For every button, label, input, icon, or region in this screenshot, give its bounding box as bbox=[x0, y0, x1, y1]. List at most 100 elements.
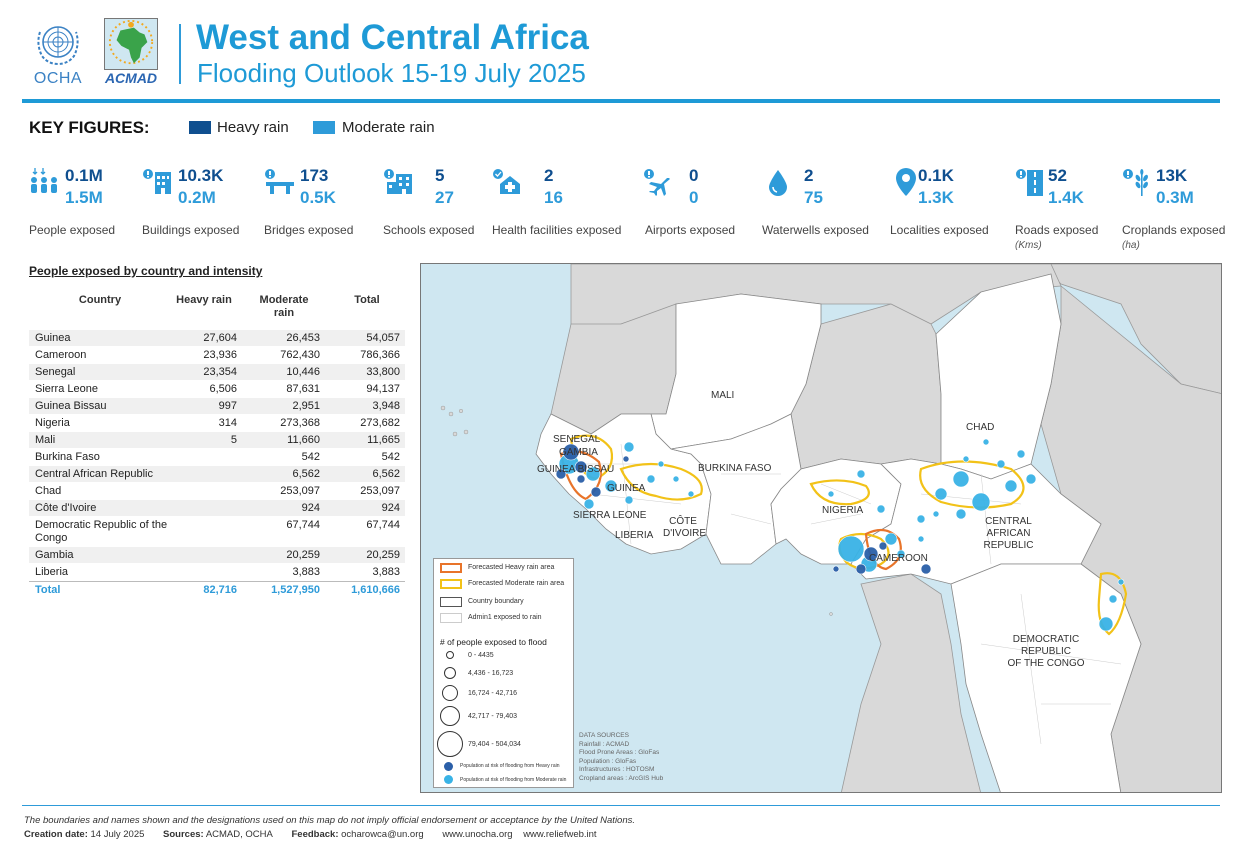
map-label-car-line3: REPUBLIC bbox=[983, 540, 1034, 551]
figure-heavy-value: 10.3K bbox=[178, 166, 224, 185]
cell-country: Mali bbox=[35, 434, 56, 446]
cell-moderate: 26,453 bbox=[286, 332, 320, 344]
col-header-total: Total bbox=[354, 294, 380, 306]
map-label-cameroon: CAMEROON bbox=[869, 553, 928, 564]
figure-label: Bridges exposed bbox=[264, 223, 354, 237]
map-label-cote-divoire: CÔTE D'IVOIRE bbox=[663, 516, 706, 540]
legend-people-head: # of people exposed to flood bbox=[440, 637, 547, 647]
map-label-chad: CHAD bbox=[966, 422, 995, 433]
ocha-logo[interactable]: OCHA bbox=[30, 20, 86, 90]
health-facility-icon bbox=[492, 166, 524, 198]
acmad-logo-text: ACMAD bbox=[104, 70, 158, 86]
cell-moderate: 273,368 bbox=[280, 417, 320, 429]
sources-head: DATA SOURCES bbox=[579, 732, 629, 739]
header-rule bbox=[22, 99, 1220, 103]
cell-total: 253,097 bbox=[360, 485, 400, 497]
school-icon bbox=[383, 166, 415, 198]
figure-heavy-value: 173 bbox=[300, 166, 329, 185]
legend-moderate-area-label: Forecasted Moderate rain area bbox=[468, 580, 565, 587]
legend-country-boundary-swatch bbox=[440, 597, 462, 607]
cell-total: 94,137 bbox=[366, 383, 400, 395]
map-label-guinea: GUINEA bbox=[607, 483, 646, 494]
figure-label: Roads exposed bbox=[1015, 223, 1099, 237]
map-label-mali: MALI bbox=[711, 390, 735, 401]
cell-country: Nigeria bbox=[35, 417, 70, 429]
figure-label: Waterwells exposed bbox=[762, 223, 869, 237]
figure-label: Localities exposed bbox=[890, 223, 989, 237]
legend-moderate-area-swatch bbox=[440, 579, 462, 589]
cell-total: 786,366 bbox=[360, 349, 400, 361]
cell-heavy: 997 bbox=[218, 400, 237, 412]
cell-country: Cameroon bbox=[35, 349, 87, 361]
reliefweb-link[interactable]: www.reliefweb.int bbox=[523, 829, 597, 840]
table-row: Guinea 27,604 26,453 54,057 bbox=[29, 330, 405, 347]
figure-unit: (Kms) bbox=[1015, 240, 1042, 251]
figure-heavy-value: 5 bbox=[435, 166, 445, 185]
table-row: Gambia 20,259 20,259 bbox=[29, 547, 405, 564]
legend-class-2-label: 4,436 - 16,723 bbox=[468, 670, 514, 677]
unocha-link[interactable]: www.unocha.org bbox=[442, 829, 513, 840]
figure-label: Airports exposed bbox=[645, 223, 736, 237]
table-title: People exposed by country and intensity bbox=[29, 264, 263, 278]
table-body: Guinea 27,604 26,453 54,057 Cameroon 23,936 76… bbox=[29, 330, 405, 598]
table-row: Central African Republic 6,562 6,562 bbox=[29, 466, 405, 483]
cell-country: Chad bbox=[35, 485, 62, 497]
legend-class-2-circle bbox=[444, 667, 456, 679]
map-label-drc-line3: OF THE CONGO bbox=[1007, 658, 1085, 669]
feedback-email-link[interactable]: ocharowca@un.org bbox=[341, 829, 424, 840]
feedback-info: Feedback: ocharowca@un.org bbox=[291, 829, 424, 840]
flood-outlook-map[interactable]: MALI CHAD SENEGAL GAMBIA GUINEA BISSAU G… bbox=[420, 263, 1222, 793]
legend-heavy-area-label: Forecasted Heavy rain area bbox=[468, 564, 555, 571]
table-total-row: Total 82,716 1,527,950 1,610,666 bbox=[29, 581, 405, 598]
disclaimer: The boundaries and names shown and the d… bbox=[24, 815, 636, 826]
legend-class-5-circle bbox=[437, 731, 463, 757]
figure-moderate-value: 27 bbox=[435, 188, 454, 207]
header-divider bbox=[179, 24, 181, 84]
cell-total: 67,744 bbox=[366, 519, 400, 531]
table-header: Country Heavy rain Moderate rain Total bbox=[29, 288, 405, 330]
map-legend: Forecasted Heavy rain area Forecasted Mo… bbox=[433, 558, 574, 788]
cell-country: Côte d'Ivoire bbox=[35, 502, 97, 514]
cell-moderate: 2,951 bbox=[292, 400, 320, 412]
map-label-car: CENTRAL AFRICAN REPUBLIC bbox=[981, 516, 1036, 552]
sources-infra: Infrastructures : HOTOSM bbox=[579, 766, 655, 773]
cell-total: 3,948 bbox=[372, 400, 400, 412]
bridge-icon bbox=[264, 166, 296, 198]
figure-moderate-value: 0 bbox=[689, 188, 699, 207]
map-label-cote-line1: CÔTE bbox=[669, 516, 697, 527]
heavy-rain-swatch bbox=[189, 121, 211, 134]
col-header-moderate: Moderate rain bbox=[249, 294, 319, 320]
acmad-logo[interactable]: ACMAD bbox=[98, 18, 164, 90]
cell-country: Democratic Republic of the Congo bbox=[35, 519, 168, 544]
page-subtitle: Flooding Outlook 15-19 July 2025 bbox=[197, 58, 586, 88]
figure-moderate-value: 16 bbox=[544, 188, 563, 207]
cell-moderate: 87,631 bbox=[286, 383, 320, 395]
figure-moderate-value: 0.3M bbox=[1156, 188, 1194, 207]
table-row: Burkina Faso 542 542 bbox=[29, 449, 405, 466]
map-label-drc: DEMOCRATIC REPUBLIC OF THE CONGO bbox=[1001, 634, 1091, 670]
page-title: West and Central Africa bbox=[196, 18, 589, 57]
figure-heavy-value: 2 bbox=[804, 166, 814, 185]
un-emblem-icon bbox=[37, 26, 79, 66]
col-header-heavy: Heavy rain bbox=[176, 294, 232, 306]
cell-total: 54,057 bbox=[366, 332, 400, 344]
legend-class-4-circle bbox=[440, 706, 460, 726]
figure-heavy-value: 0.1M bbox=[65, 166, 103, 185]
cell-moderate: 542 bbox=[301, 451, 320, 463]
legend-class-3-circle bbox=[442, 685, 458, 701]
figure-heavy-value: 2 bbox=[544, 166, 554, 185]
table-row: Guinea Bissau 997 2,951 3,948 bbox=[29, 398, 405, 415]
legend-country-boundary-label: Country boundary bbox=[468, 598, 524, 605]
figure-heavy-value: 0.1K bbox=[918, 166, 954, 185]
col-header-country: Country bbox=[78, 294, 122, 306]
africa-map-icon bbox=[104, 18, 158, 70]
cell-country: Total bbox=[35, 584, 61, 596]
map-label-car-line2: AFRICAN bbox=[986, 528, 1031, 539]
sources-rainfall: Rainfall : ACMAD bbox=[579, 740, 630, 748]
legend-class-3-label: 16,724 - 42,716 bbox=[468, 690, 518, 697]
cell-country: Liberia bbox=[35, 566, 69, 578]
map-label-nigeria: NIGERIA bbox=[822, 505, 864, 516]
table-row: Côte d'Ivoire 924 924 bbox=[29, 500, 405, 517]
building-icon bbox=[142, 166, 174, 198]
legend-moderate-dot bbox=[444, 775, 453, 784]
